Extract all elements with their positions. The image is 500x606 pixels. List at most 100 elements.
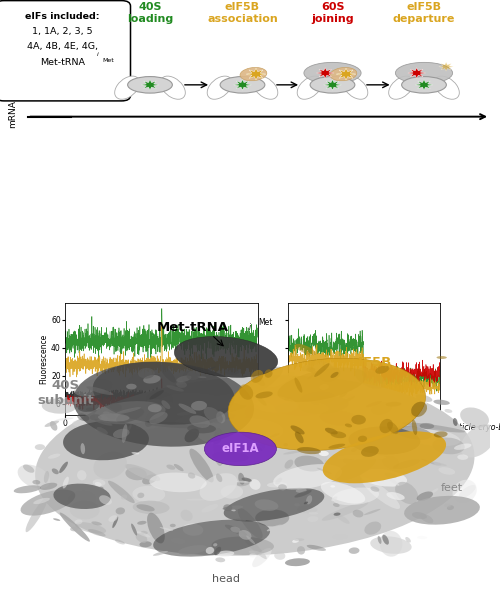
Ellipse shape (198, 376, 206, 378)
Ellipse shape (252, 548, 272, 567)
Ellipse shape (330, 67, 357, 81)
Text: 40S
loading: 40S loading (127, 2, 173, 24)
Ellipse shape (364, 509, 380, 515)
Ellipse shape (395, 482, 418, 504)
Ellipse shape (339, 391, 347, 398)
Ellipse shape (136, 504, 154, 511)
Ellipse shape (404, 496, 480, 525)
Ellipse shape (98, 487, 103, 490)
Ellipse shape (420, 513, 434, 523)
Ellipse shape (206, 547, 214, 554)
Ellipse shape (77, 413, 90, 421)
Ellipse shape (436, 437, 442, 441)
Ellipse shape (231, 509, 235, 511)
Ellipse shape (454, 444, 471, 450)
Polygon shape (439, 62, 454, 71)
Ellipse shape (380, 531, 402, 557)
Ellipse shape (35, 444, 45, 450)
Ellipse shape (308, 360, 334, 377)
Ellipse shape (228, 396, 244, 405)
Ellipse shape (351, 447, 358, 452)
Text: 40S
subunit: 40S subunit (37, 379, 94, 407)
Ellipse shape (410, 413, 416, 419)
Ellipse shape (364, 522, 381, 534)
Ellipse shape (125, 464, 160, 481)
Ellipse shape (42, 398, 76, 414)
Ellipse shape (140, 541, 152, 547)
Ellipse shape (294, 456, 324, 471)
Ellipse shape (160, 393, 222, 409)
Ellipse shape (431, 488, 438, 493)
Ellipse shape (224, 368, 240, 375)
Ellipse shape (249, 443, 264, 453)
Ellipse shape (74, 379, 112, 397)
Ellipse shape (178, 545, 208, 554)
Ellipse shape (314, 363, 330, 377)
Ellipse shape (294, 378, 302, 393)
Ellipse shape (160, 76, 186, 99)
Ellipse shape (352, 510, 364, 518)
Ellipse shape (295, 431, 304, 443)
Text: Met-tRNA: Met-tRNA (40, 58, 85, 67)
Ellipse shape (306, 367, 316, 372)
Ellipse shape (126, 424, 132, 433)
Ellipse shape (131, 524, 137, 536)
Ellipse shape (234, 414, 246, 421)
Ellipse shape (337, 455, 386, 460)
Text: eIF5B
departure: eIF5B departure (393, 2, 455, 24)
Ellipse shape (264, 369, 272, 378)
Text: i: i (96, 52, 98, 56)
Ellipse shape (174, 336, 278, 378)
Ellipse shape (200, 367, 216, 374)
Ellipse shape (147, 513, 165, 544)
Ellipse shape (54, 484, 110, 509)
Text: head: head (212, 573, 240, 584)
Ellipse shape (420, 423, 434, 429)
Ellipse shape (176, 381, 187, 388)
Ellipse shape (297, 447, 321, 454)
Ellipse shape (434, 431, 448, 438)
Ellipse shape (212, 451, 248, 462)
Ellipse shape (214, 438, 221, 444)
Ellipse shape (290, 425, 304, 435)
Ellipse shape (190, 448, 214, 482)
Text: feet: feet (440, 483, 462, 493)
Ellipse shape (284, 396, 294, 401)
Ellipse shape (228, 358, 426, 450)
Ellipse shape (88, 529, 106, 536)
Ellipse shape (384, 473, 397, 478)
Ellipse shape (278, 484, 287, 490)
Ellipse shape (122, 424, 128, 443)
Ellipse shape (94, 451, 127, 479)
Ellipse shape (166, 465, 175, 470)
Ellipse shape (340, 396, 355, 405)
Ellipse shape (250, 553, 256, 558)
Text: Met-tRNA: Met-tRNA (156, 321, 228, 334)
Ellipse shape (238, 473, 244, 485)
Ellipse shape (310, 401, 320, 405)
Ellipse shape (77, 470, 86, 481)
Ellipse shape (136, 531, 150, 538)
Ellipse shape (126, 467, 147, 481)
Ellipse shape (444, 503, 451, 507)
Ellipse shape (213, 428, 226, 466)
Ellipse shape (236, 481, 248, 483)
X-axis label: Time (s): Time (s) (146, 430, 177, 439)
Text: 4A, 4B, 4E, 4G,: 4A, 4B, 4E, 4G, (27, 42, 98, 52)
Ellipse shape (244, 402, 276, 422)
Ellipse shape (266, 525, 282, 531)
Ellipse shape (213, 543, 218, 547)
Ellipse shape (44, 471, 49, 483)
Ellipse shape (70, 527, 78, 531)
Ellipse shape (386, 492, 405, 500)
Ellipse shape (411, 402, 427, 417)
Ellipse shape (297, 506, 318, 513)
Ellipse shape (142, 474, 145, 479)
Ellipse shape (132, 486, 165, 502)
Ellipse shape (53, 518, 60, 521)
Ellipse shape (50, 421, 58, 431)
Ellipse shape (178, 404, 196, 414)
Ellipse shape (216, 473, 222, 482)
Ellipse shape (204, 407, 223, 424)
Ellipse shape (267, 482, 287, 487)
